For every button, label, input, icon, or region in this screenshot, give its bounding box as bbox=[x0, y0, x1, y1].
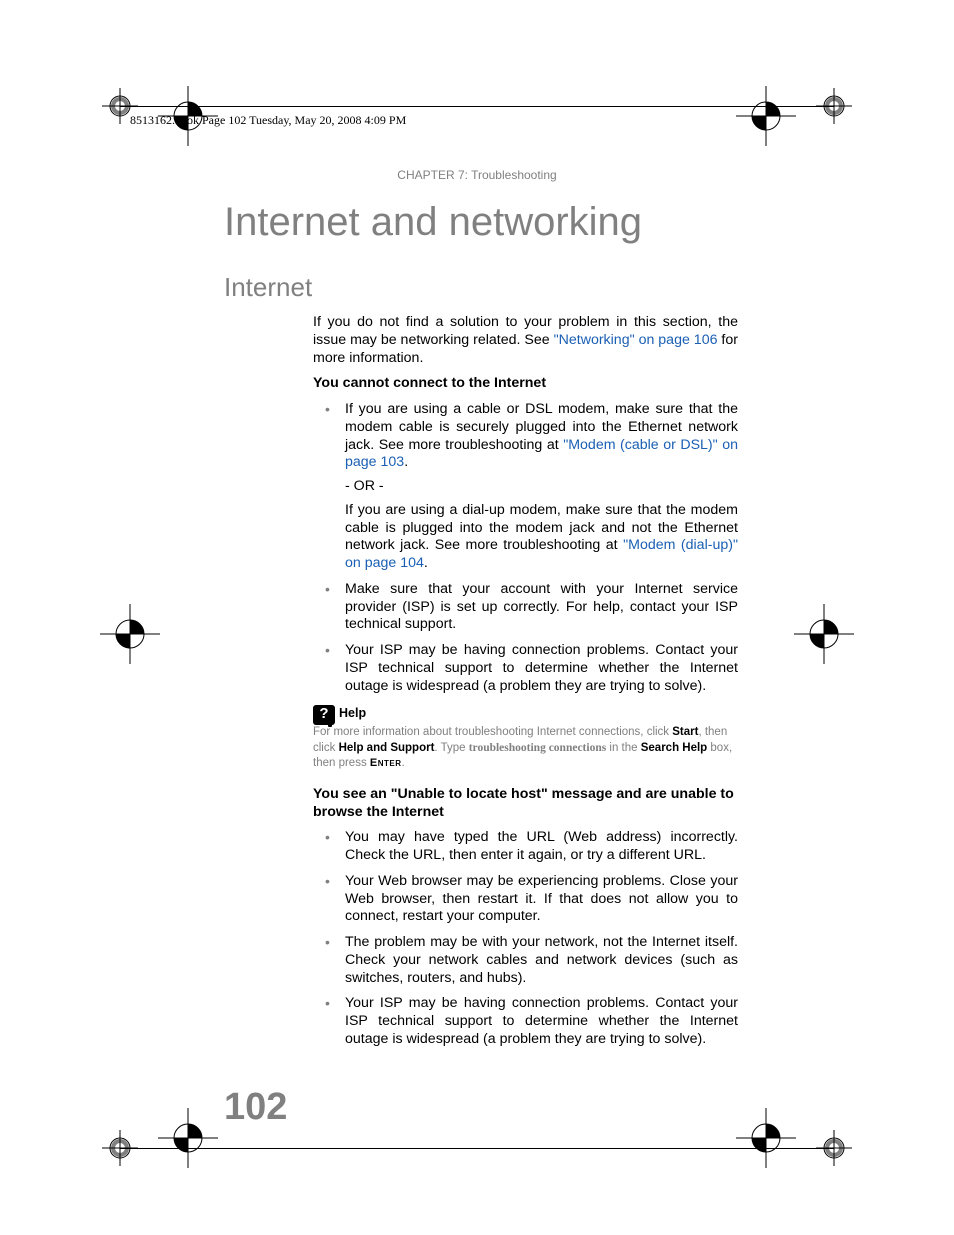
list-item: Your ISP may be having connection proble… bbox=[313, 642, 738, 695]
list-item: Your ISP may be having connection proble… bbox=[313, 995, 738, 1048]
list-item: You may have typed the URL (Web address)… bbox=[313, 829, 738, 865]
help-strong-helpandsupport: Help and Support bbox=[339, 742, 435, 754]
reg-mark-bottom-left-inner bbox=[158, 1108, 218, 1168]
issue2-heading: You see an "Unable to locate host" messa… bbox=[313, 786, 738, 822]
help-strong-start: Start bbox=[672, 726, 698, 738]
page: 8513162.book Page 102 Tuesday, May 20, 2… bbox=[0, 0, 954, 1235]
list-item: Your Web browser may be experiencing pro… bbox=[313, 873, 738, 926]
help-text-6: . bbox=[402, 757, 405, 769]
issue2-list: You may have typed the URL (Web address)… bbox=[313, 829, 738, 1048]
section-subtitle: Internet bbox=[224, 272, 312, 303]
issue1-b1-post: . bbox=[404, 454, 408, 470]
issue1-heading: You cannot connect to the Internet bbox=[313, 375, 738, 393]
help-title: Help bbox=[339, 706, 366, 720]
book-header-line: 8513162.book Page 102 Tuesday, May 20, 2… bbox=[130, 113, 406, 128]
help-search-term: troubleshooting connections bbox=[469, 742, 606, 754]
crop-line-top bbox=[120, 106, 834, 107]
link-networking[interactable]: "Networking" on page 106 bbox=[554, 332, 718, 348]
help-text-4: in the bbox=[606, 742, 641, 754]
list-item: Make sure that your account with your In… bbox=[313, 581, 738, 634]
help-key-enter: Enter bbox=[370, 757, 402, 769]
page-title: Internet and networking bbox=[224, 200, 642, 245]
reg-mark-bottom-right-inner bbox=[736, 1108, 796, 1168]
reg-mark-left-mid bbox=[100, 604, 160, 664]
list-item: The problem may be with your network, no… bbox=[313, 934, 738, 987]
list-item: If you are using a cable or DSL modem, m… bbox=[313, 401, 738, 573]
help-text-3: . Type bbox=[434, 742, 468, 754]
intro-paragraph: If you do not find a solution to your pr… bbox=[313, 314, 738, 367]
issue1-list: If you are using a cable or DSL modem, m… bbox=[313, 401, 738, 695]
help-box: ? Help For more information about trouble… bbox=[313, 705, 738, 772]
chapter-header: CHAPTER 7: Troubleshooting bbox=[0, 168, 954, 182]
reg-mark-right-mid bbox=[794, 604, 854, 664]
issue1-b1-alt: If you are using a dial-up modem, make s… bbox=[345, 502, 738, 573]
issue1-b1b-post: . bbox=[424, 555, 428, 571]
page-number: 102 bbox=[224, 1086, 287, 1129]
help-icon: ? bbox=[313, 705, 335, 725]
crop-line-bottom bbox=[120, 1148, 834, 1149]
help-text-1: For more information about troubleshooti… bbox=[313, 726, 672, 738]
reg-mark-top-right-inner bbox=[736, 86, 796, 146]
or-separator: - OR - bbox=[345, 478, 738, 496]
help-strong-searchhelp: Search Help bbox=[641, 742, 707, 754]
content-block: If you do not find a solution to your pr… bbox=[313, 314, 738, 1057]
